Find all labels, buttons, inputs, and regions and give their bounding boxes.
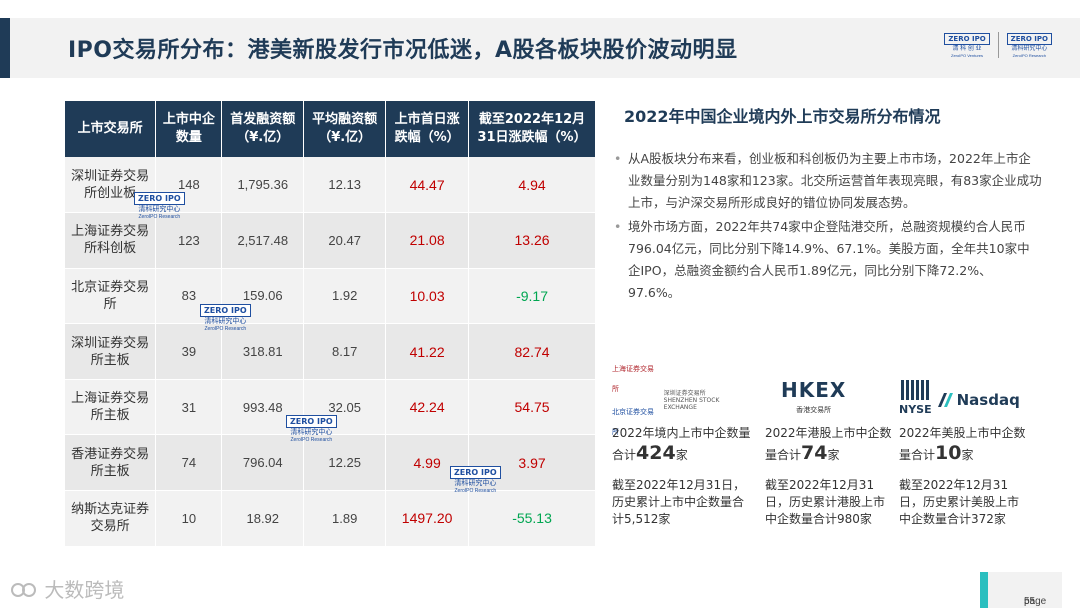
table-row: 纳斯达克证券交易所 10 18.92 1.89 1497.20 -55.13 [65,490,596,547]
first-day-cell: 21.08 [385,212,470,269]
exchange-cell: 纳斯达克证券交易所 [65,490,157,547]
domestic-exchange-logos: 上海证券交易所 北京证券交易所 深圳证券交易所 SHENZHEN STOCK E… [612,365,752,436]
bullet-item: 从A股板块分布来看，创业板和科创板仍为主要上市市场，2022年上市企业数量分别为… [612,148,1042,214]
ytd-cell: 82.74 [468,323,596,380]
sse-logo: 上海证券交易所 [612,364,654,393]
raised-cell: 1,795.36 [221,157,305,214]
domestic-summary: 上海证券交易所 北京证券交易所 深圳证券交易所 SHENZHEN STOCK E… [612,365,752,528]
bullet-item: 境外市场方面，2022年共74家中企登陆港交所，总融资规模约合人民币796.04… [612,216,1042,304]
nasdaq-logo: Nasdaq [936,390,1020,410]
avg-cell: 32.05 [303,379,387,436]
count-cell: 123 [155,212,223,269]
table-row: 上海证券交易所主板 31 993.48 32.05 42.24 54.75 [65,379,596,436]
table-row: 北京证券交易所 83 159.06 1.92 10.03 -9.17 [65,268,596,325]
us-history-text: 截至2022年12月31日，历史累计美股上市中企数量合计372家 [899,478,1020,526]
avg-cell: 12.25 [303,434,387,492]
first-day-cell: 42.24 [385,379,470,436]
exchange-table: 上市交易所 上市中企数量 首发融资额（¥.亿） 平均融资额（¥.亿） 上市首日涨… [65,101,596,547]
section-title: 2022年中国企业境内外上市交易所分布情况 [624,107,941,126]
bse-logo: 北京证券交易所 [612,407,654,436]
table-header-row: 上市交易所 上市中企数量 首发融资额（¥.亿） 平均融资额（¥.亿） 上市首日涨… [65,101,596,157]
brand-icon [11,583,36,597]
us-count-text: 2022年美股上市中企数量合计10家 [899,426,1026,464]
ytd-cell: 13.26 [468,212,596,269]
raised-cell: 318.81 [221,323,305,380]
domestic-history-text: 截至2022年12月31日，历史累计上市中企数量合计5,512家 [612,478,746,526]
page-title: IPO交易所分布：港美新股发行市况低迷，A股各板块股价波动明显 [68,38,738,63]
table-row: 上海证券交易所科创板 123 2,517.48 20.47 21.08 13.26 [65,212,596,269]
header-exchange: 上市交易所 [65,101,157,157]
page-number-box: page 55 [980,572,1062,608]
first-day-cell: 44.47 [385,157,470,214]
count-cell: 74 [155,434,223,492]
raised-cell: 2,517.48 [221,212,305,269]
header-ytd: 截至2022年12月31日涨跌幅（%） [468,101,596,157]
first-day-cell: 1497.20 [385,490,470,547]
ytd-cell: 3.97 [468,434,596,492]
avg-cell: 1.92 [303,268,387,325]
header-avg: 平均融资额（¥.亿） [303,101,387,157]
exchange-cell: 上海证券交易所科创板 [65,212,157,269]
count-cell: 39 [155,323,223,380]
first-day-cell: 4.99 [385,434,470,492]
count-cell: 148 [155,157,223,214]
exchange-cell: 香港证券交易所主板 [65,434,157,492]
bullet-list: 从A股板块分布来看，创业板和科创板仍为主要上市市场，2022年上市企业数量分别为… [612,148,1042,306]
ytd-cell: 4.94 [468,157,596,214]
zeroipo-research-logo: ZERO IPO 清科研究中心 ZeroIPO Research [1006,32,1052,58]
watermark-logo: ZERO IPO 清科研究中心 ZeroIPO Research [200,304,251,332]
watermark-logo: ZERO IPO 清科研究中心 ZeroIPO Research [450,466,501,494]
header-logos: ZERO IPO 清 科 创 业 ZeroIPO Ventures ZERO I… [944,32,1052,58]
header-first-day: 上市首日涨跌幅（%） [385,101,470,157]
raised-cell: 993.48 [221,379,305,436]
logo-divider [997,32,999,58]
hk-summary: HKEX 香港交易所 2022年港股上市中企数量合计74家 截至2022年12月… [765,380,893,528]
watermark-logo: ZERO IPO 清科研究中心 ZeroIPO Research [134,192,185,220]
szse-logo: 深圳证券交易所 SHENZHEN STOCK EXCHANGE [663,389,720,411]
title-accent-bar [0,18,10,78]
hkex-logo: HKEX 香港交易所 [781,378,847,414]
exchange-cell: 深圳证券交易所主板 [65,323,157,380]
header-raised: 首发融资额（¥.亿） [221,101,305,157]
count-cell: 31 [155,379,223,436]
exchange-cell: 上海证券交易所主板 [65,379,157,436]
table-row: 深圳证券交易所主板 39 318.81 8.17 41.22 82.74 [65,323,596,380]
ytd-cell: -9.17 [468,268,596,325]
watermark-logo: ZERO IPO 清科研究中心 ZeroIPO Research [286,415,337,443]
count-cell: 10 [155,490,223,547]
header-count: 上市中企数量 [155,101,223,157]
nyse-logo: NYSE [899,380,932,420]
avg-cell: 20.47 [303,212,387,269]
raised-cell: 159.06 [221,268,305,325]
exchange-cell: 北京证券交易所 [65,268,157,325]
ytd-cell: -55.13 [468,490,596,547]
table-row: 深圳证券交易所创业板 148 1,795.36 12.13 44.47 4.94 [65,157,596,214]
raised-cell: 18.92 [221,490,305,547]
table-row: 香港证券交易所主板 74 796.04 12.25 4.99 3.97 [65,434,596,492]
avg-cell: 8.17 [303,323,387,380]
title-bar: IPO交易所分布：港美新股发行市况低迷，A股各板块股价波动明显 ZERO IPO… [0,18,1080,78]
page-number: page 55 [1024,596,1047,607]
first-day-cell: 10.03 [385,268,470,325]
avg-cell: 12.13 [303,157,387,214]
zeroipo-ventures-logo: ZERO IPO 清 科 创 业 ZeroIPO Ventures [944,32,990,58]
hk-history-text: 截至2022年12月31日，历史累计港股上市中企数量合计980家 [765,478,886,526]
us-summary: NYSE Nasdaq 2022年美股上市中企数量合计10家 截至2022年12… [899,380,1029,528]
ytd-cell: 54.75 [468,379,596,436]
domestic-count-text: 2022年境内上市中企数量合计424家 [612,426,751,464]
avg-cell: 1.89 [303,490,387,547]
nasdaq-mark-icon [937,393,953,407]
first-day-cell: 41.22 [385,323,470,380]
brand-watermark: 大数跨境 [10,574,124,603]
raised-cell: 796.04 [221,434,305,492]
hk-count-text: 2022年港股上市中企数量合计74家 [765,426,892,464]
